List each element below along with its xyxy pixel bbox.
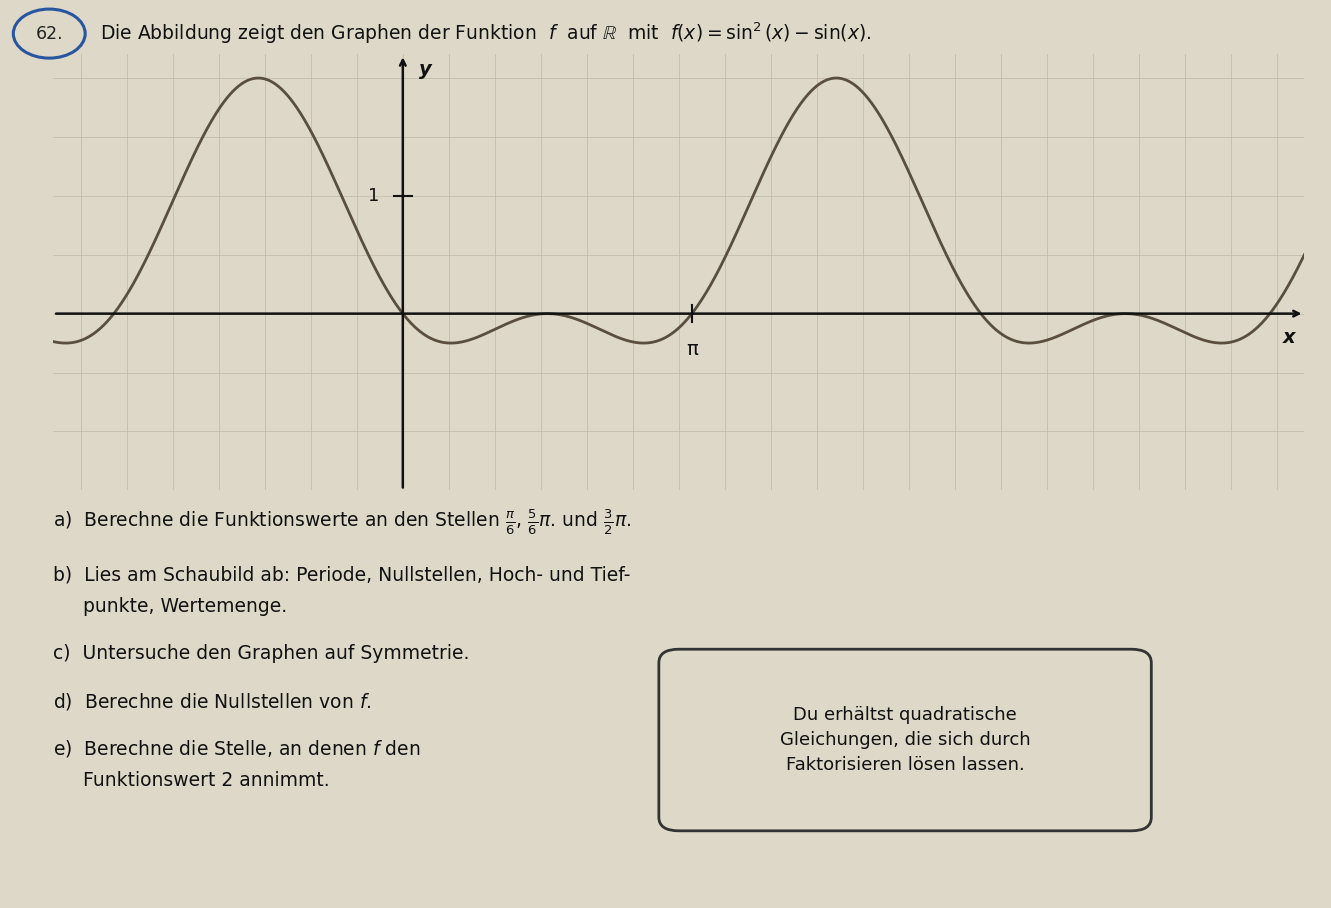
FancyBboxPatch shape xyxy=(659,649,1151,831)
Text: 62.: 62. xyxy=(36,25,63,43)
Text: Funktionswert 2 annimmt.: Funktionswert 2 annimmt. xyxy=(53,771,330,790)
Text: y: y xyxy=(419,60,433,79)
Text: e)  Berechne die Stelle, an denen $\it{f}$ den: e) Berechne die Stelle, an denen $\it{f}… xyxy=(53,738,421,759)
Text: 1: 1 xyxy=(369,187,379,205)
Text: Die Abbildung zeigt den Graphen der Funktion  $\it{f}$  auf $\mathbb{R}$  mit  $: Die Abbildung zeigt den Graphen der Funk… xyxy=(100,21,872,46)
Text: punkte, Wertemenge.: punkte, Wertemenge. xyxy=(53,597,287,616)
Text: Du erhältst quadratische
Gleichungen, die sich durch
Faktorisieren lösen lassen.: Du erhältst quadratische Gleichungen, di… xyxy=(780,706,1030,774)
Text: c)  Untersuche den Graphen auf Symmetrie.: c) Untersuche den Graphen auf Symmetrie. xyxy=(53,645,470,663)
Text: b)  Lies am Schaubild ab: Periode, Nullstellen, Hoch- und Tief-: b) Lies am Schaubild ab: Periode, Nullst… xyxy=(53,566,631,584)
Text: a)  Berechne die Funktionswerte an den Stellen $\frac{\pi}{6}$, $\frac{5}{6}\pi$: a) Berechne die Funktionswerte an den St… xyxy=(53,508,631,537)
Text: x: x xyxy=(1283,328,1295,347)
Text: π: π xyxy=(685,340,697,359)
Text: d)  Berechne die Nullstellen von $\it{f}$.: d) Berechne die Nullstellen von $\it{f}$… xyxy=(53,691,371,712)
